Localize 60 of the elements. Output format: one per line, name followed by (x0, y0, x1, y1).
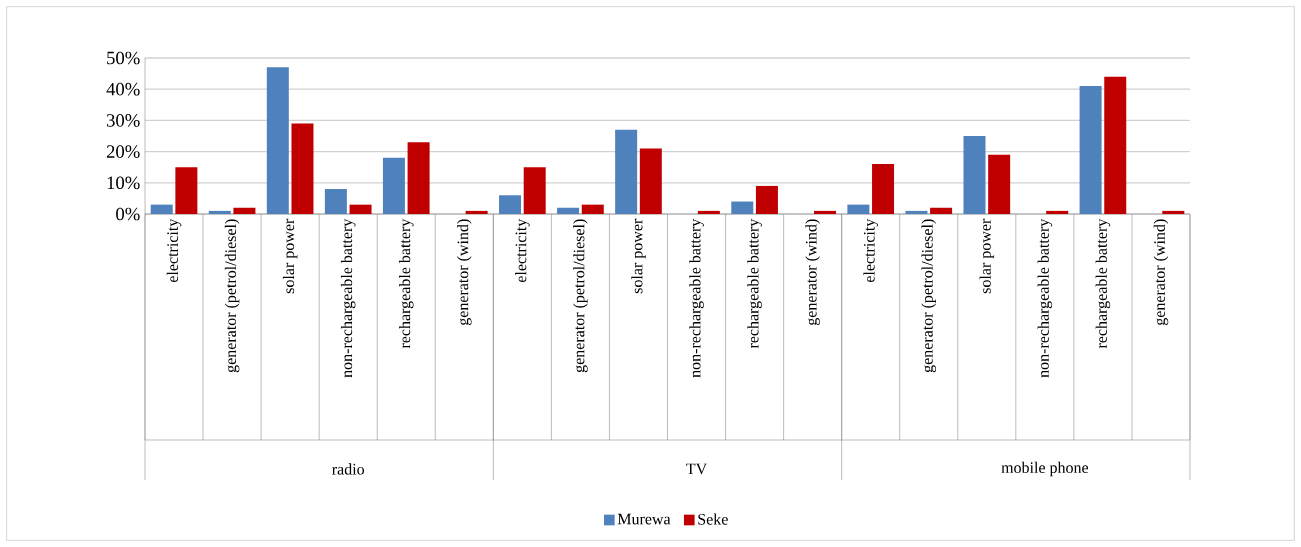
bar (905, 210, 928, 214)
x-tick-label: generator (petrol/diesel) (224, 219, 240, 373)
x-tick-label: non-rechargeable battery (689, 218, 704, 378)
bar (731, 201, 754, 214)
x-tick-label: rechargeable battery (1095, 218, 1111, 349)
bar (208, 210, 231, 214)
bar (150, 204, 173, 214)
y-tick-label: 30% (106, 114, 140, 127)
bar (1162, 210, 1185, 214)
bar (639, 148, 662, 214)
y-tick-label: 40% (106, 82, 140, 96)
x-tick-label: solar power (979, 218, 995, 294)
bar (175, 167, 198, 214)
x-tick-label: non-rechargeable battery (1037, 218, 1053, 378)
bar (1079, 86, 1102, 214)
bar (963, 136, 986, 214)
y-tick-label: 20% (106, 145, 140, 158)
text: TV (686, 463, 708, 475)
bar (1046, 210, 1069, 214)
x-tick-label: electricity (515, 218, 530, 283)
bar (615, 129, 638, 214)
bar (813, 210, 836, 214)
bar (697, 210, 720, 214)
bar (872, 164, 895, 214)
bar (349, 204, 372, 214)
bar (988, 154, 1011, 214)
x-tick-label: generator (petrol/diesel) (573, 219, 588, 373)
text: radio (332, 463, 365, 475)
bar (557, 207, 580, 214)
bar (407, 142, 430, 214)
bar (233, 207, 256, 214)
y-tick-label: 50% (107, 51, 140, 65)
x-tick-label: rechargeable battery (398, 218, 414, 349)
bar (324, 189, 347, 214)
bar (581, 204, 604, 214)
y-tick-label: 0% (116, 207, 140, 221)
x-tick-label: generator (wind) (1153, 219, 1169, 326)
bar (266, 67, 289, 214)
bar (1104, 76, 1127, 214)
x-tick-label: rechargeable battery (747, 218, 762, 349)
x-tick-label: solar power (282, 218, 298, 294)
text: mobile phone (1001, 461, 1089, 477)
x-tick-label: solar power (631, 218, 646, 294)
x-tick-label: electricity (166, 218, 182, 283)
bar (382, 157, 405, 214)
x-tick-label: non-rechargeable battery (340, 218, 356, 378)
x-tick-label: electricity (863, 218, 878, 283)
bar (930, 207, 953, 214)
legend-label: Murewa (617, 513, 671, 525)
x-tick-label: generator (wind) (457, 219, 472, 326)
bar (523, 167, 546, 214)
legend-label: Seke (698, 513, 728, 525)
x-tick-label: generator (wind) (805, 219, 820, 326)
x-tick-label: generator (petrol/diesel) (921, 219, 937, 373)
y-tick-label: 10% (107, 176, 140, 190)
bar (755, 185, 778, 214)
bar (499, 195, 522, 214)
bar (847, 204, 870, 214)
bar (291, 123, 314, 214)
bar (465, 210, 488, 214)
